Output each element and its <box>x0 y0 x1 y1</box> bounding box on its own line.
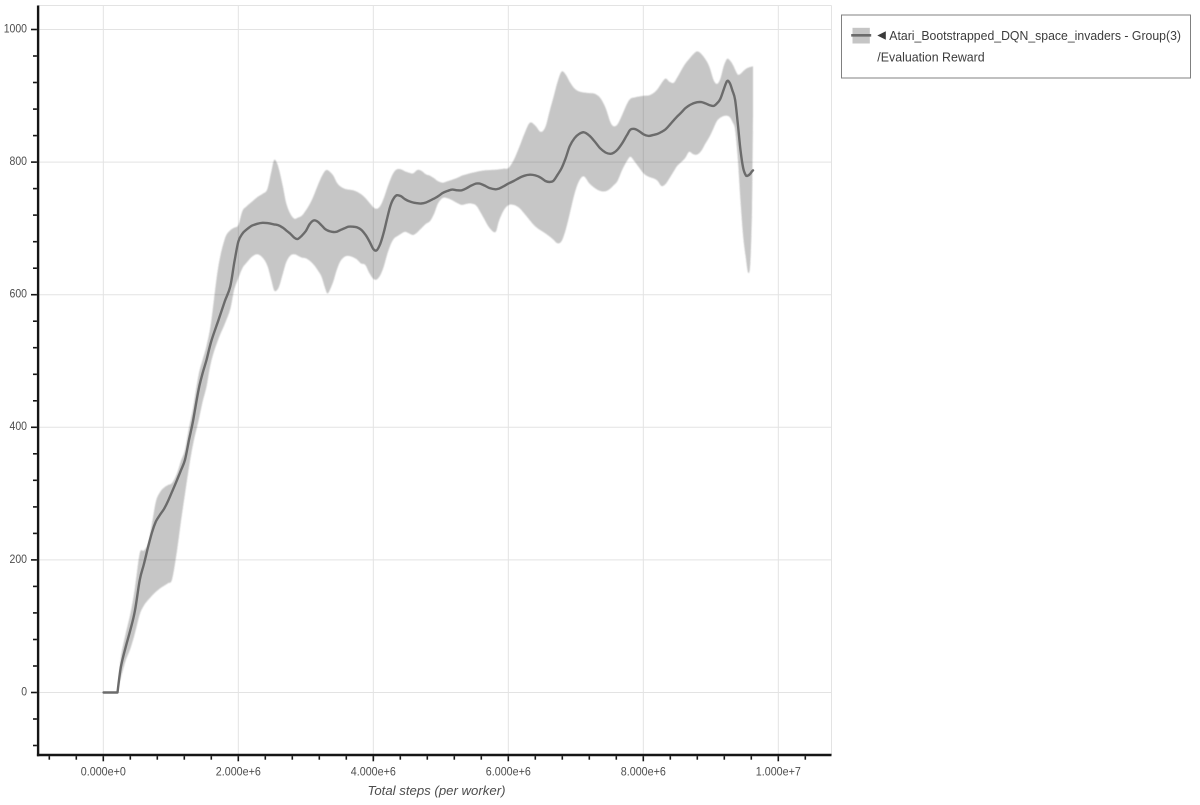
svg-text:2.000e+6: 2.000e+6 <box>216 764 261 778</box>
svg-text:4.000e+6: 4.000e+6 <box>351 764 396 778</box>
svg-text:6.000e+6: 6.000e+6 <box>486 764 531 778</box>
svg-text:0: 0 <box>21 684 27 698</box>
svg-text:200: 200 <box>10 552 28 566</box>
svg-text:0.000e+0: 0.000e+0 <box>81 764 126 778</box>
svg-text:Total steps (per worker): Total steps (per worker) <box>368 784 506 798</box>
svg-text:Atari_Bootstrapped_DQN_space_i: Atari_Bootstrapped_DQN_space_invaders - … <box>889 28 1181 43</box>
svg-text:400: 400 <box>10 419 28 433</box>
svg-text:800: 800 <box>10 154 28 168</box>
svg-text:600: 600 <box>10 287 28 301</box>
svg-text:1000: 1000 <box>4 21 27 35</box>
svg-text:1.000e+7: 1.000e+7 <box>756 764 801 778</box>
svg-text:/Evaluation Reward: /Evaluation Reward <box>877 49 984 64</box>
svg-text:8.000e+6: 8.000e+6 <box>621 764 666 778</box>
